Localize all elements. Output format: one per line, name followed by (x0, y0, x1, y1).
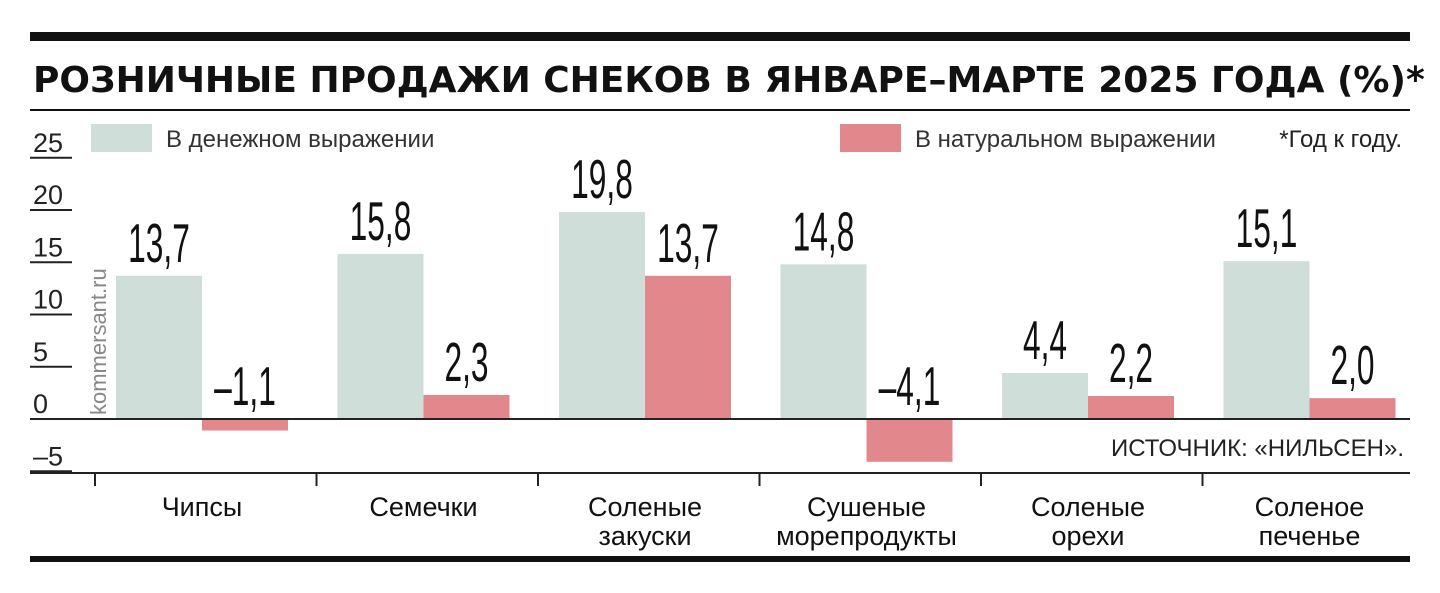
x-axis-line (30, 472, 1410, 474)
x-tick-line (94, 472, 96, 486)
data-label: 2,3 (444, 331, 488, 393)
bar (866, 419, 953, 462)
y-tick-line (30, 261, 72, 264)
category-label: Соленые (588, 492, 702, 522)
y-tick-line (30, 365, 72, 368)
category-label: Чипсы (162, 492, 243, 522)
category-label: Сушеные (807, 492, 926, 522)
legend-label-volume: В натуральном выражении (915, 126, 1216, 153)
legend-label-money: В денежном выражении (166, 126, 434, 153)
data-label: 2,0 (1330, 334, 1374, 396)
bar (1223, 261, 1310, 419)
bar (1088, 396, 1174, 419)
category-label: закуски (598, 521, 691, 551)
y-tick-label: 20 (33, 180, 63, 210)
watermark: kommersant.ru (86, 268, 111, 415)
x-axis: Чипсы Семечки СоленыезакускиСушеныеморепро… (94, 472, 1364, 551)
x-tick-line (537, 472, 539, 486)
title-block: РОЗНИЧНЫЕ ПРОДАЖИ СНЕКОВ В ЯНВАРЕ–МАРТЕ … (30, 32, 1425, 111)
bottom-rule (30, 556, 1410, 562)
legend-swatch-money (91, 124, 152, 152)
bar (116, 275, 202, 419)
y-tick-label: 10 (33, 285, 63, 315)
x-tick-line (758, 472, 761, 486)
bar (645, 275, 731, 419)
y-tick-line (30, 156, 72, 159)
legend: В денежном выражении В натуральном выраж… (91, 124, 1402, 153)
category-label: Соленое (1255, 492, 1365, 522)
y-tick-label: 25 (33, 128, 63, 158)
category-label: Соленые (1031, 492, 1145, 522)
footnote: *Год к году. (1279, 126, 1402, 153)
value-labels: 13,7 15,8 19,8 14,8 4,4 15,1 –1,1 2,3 13,7 –4,1 2,… (128, 148, 1374, 417)
data-label: –4,1 (879, 355, 941, 417)
category-label: орехи (1051, 521, 1124, 551)
x-tick-line (315, 472, 318, 486)
data-label: 14,8 (793, 200, 855, 262)
zero-line (30, 418, 1410, 420)
y-tick-line (30, 313, 72, 316)
category-label: Семечки (369, 492, 477, 522)
legend-swatch-volume (840, 124, 901, 152)
data-label: 19,8 (571, 148, 633, 210)
data-label: 4,4 (1023, 309, 1067, 371)
y-tick-label: 15 (33, 232, 63, 262)
y-tick-label: 5 (33, 337, 48, 367)
title-underline (30, 109, 1410, 111)
category-label: морепродукты (776, 521, 957, 551)
x-tick-line (1201, 472, 1204, 486)
chart-title: РОЗНИЧНЫЕ ПРОДАЖИ СНЕКОВ В ЯНВАРЕ–МАРТЕ … (33, 60, 1425, 101)
x-tick-line (980, 472, 982, 486)
bar (337, 253, 424, 419)
bar (559, 212, 645, 419)
data-label: –1,1 (214, 355, 276, 417)
y-tick-line (30, 470, 72, 473)
y-tick-label: –5 (33, 441, 63, 471)
bar (1309, 398, 1396, 419)
data-label: 15,8 (350, 190, 412, 252)
source-note: ИСТОЧНИК: «НИЛЬСЕН». (1111, 435, 1404, 462)
y-tick-label: 0 (33, 389, 48, 419)
bar (423, 395, 510, 419)
category-label: печенье (1259, 521, 1361, 551)
y-axis: 25 20 15 10 5 0 –5 (30, 128, 72, 473)
data-label: 13,7 (657, 212, 719, 274)
bar (1002, 373, 1088, 419)
bar (780, 264, 867, 419)
bars (116, 212, 1396, 462)
data-label: 2,2 (1109, 332, 1153, 394)
bar (202, 419, 288, 431)
top-rule (30, 32, 1410, 41)
data-label: 13,7 (128, 212, 190, 274)
data-label: 15,1 (1236, 197, 1298, 259)
y-tick-line (30, 209, 72, 211)
